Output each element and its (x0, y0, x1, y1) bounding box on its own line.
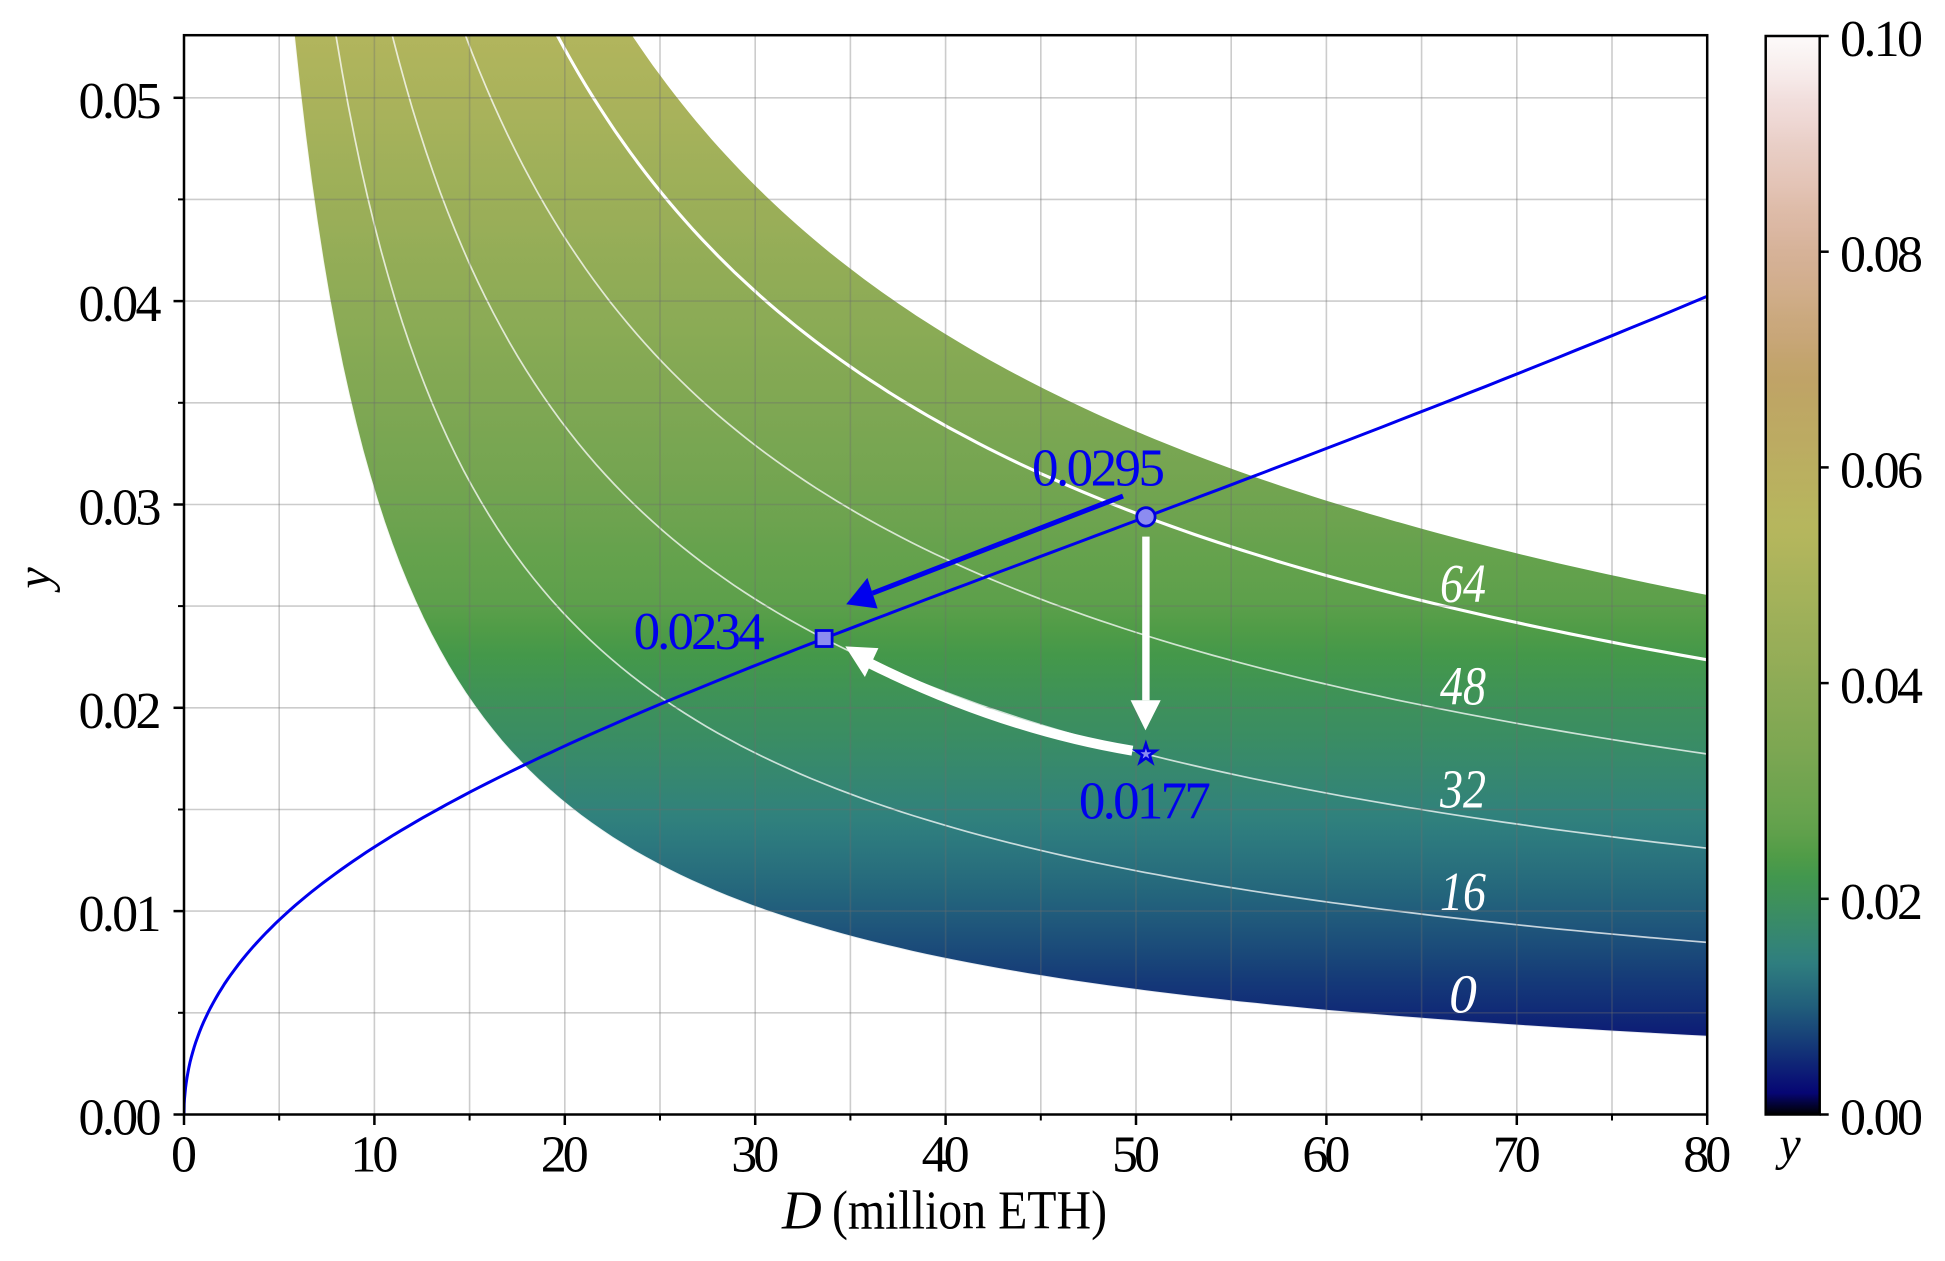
svg-text:0.05: 0.05 (79, 73, 162, 130)
svg-text:60: 60 (1302, 1127, 1350, 1184)
svg-text:0.04: 0.04 (1840, 658, 1923, 715)
svg-text:0.10: 0.10 (1840, 11, 1923, 68)
svg-text:D: D (781, 1180, 822, 1241)
svg-text:0.04: 0.04 (79, 276, 162, 333)
svg-text:50: 50 (1112, 1127, 1160, 1184)
svg-text:0.08: 0.08 (1840, 227, 1923, 284)
svg-text:40: 40 (922, 1127, 970, 1184)
svg-text:y: y (8, 567, 61, 594)
svg-text:16: 16 (1440, 862, 1486, 923)
svg-text:0.03: 0.03 (79, 480, 162, 537)
svg-text:0.01: 0.01 (79, 886, 162, 943)
svg-text:0.0177: 0.0177 (1079, 773, 1211, 831)
svg-text:32: 32 (1439, 759, 1486, 820)
svg-text:0.00: 0.00 (1840, 1090, 1923, 1147)
svg-text:0.00: 0.00 (79, 1090, 162, 1147)
svg-text:0.0234: 0.0234 (634, 603, 765, 661)
svg-text:0.02: 0.02 (79, 683, 162, 740)
svg-text:80: 80 (1683, 1127, 1731, 1184)
svg-text:48: 48 (1440, 657, 1486, 718)
svg-text:0: 0 (171, 1127, 197, 1184)
svg-text:0: 0 (1449, 965, 1477, 1026)
svg-text:70: 70 (1493, 1127, 1541, 1184)
svg-text:0.02: 0.02 (1840, 874, 1923, 931)
svg-text:(million ETH): (million ETH) (832, 1180, 1107, 1241)
svg-text:20: 20 (541, 1127, 589, 1184)
svg-text:30: 30 (731, 1127, 779, 1184)
svg-text:10: 10 (350, 1127, 398, 1184)
svg-text:y: y (1774, 1118, 1801, 1171)
svg-text:0.06: 0.06 (1840, 442, 1923, 499)
svg-text:64: 64 (1440, 554, 1486, 615)
svg-text:0.0295: 0.0295 (1032, 439, 1165, 497)
